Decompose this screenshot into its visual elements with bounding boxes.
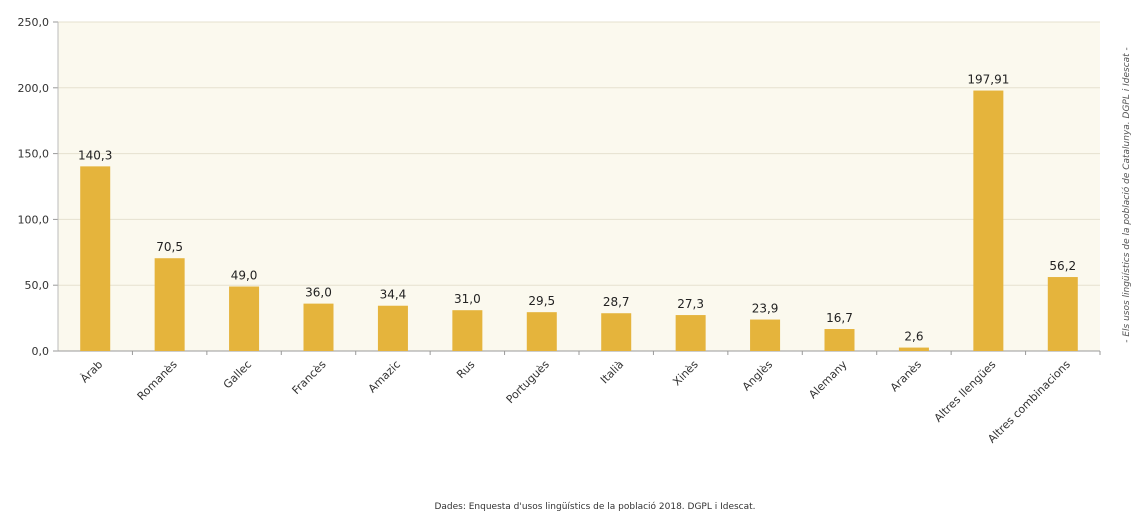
- data-label: 2,6: [904, 330, 923, 344]
- category-label: Xinès: [670, 358, 701, 389]
- y-tick-label: 250,0: [18, 16, 50, 29]
- bar: [973, 90, 1004, 351]
- data-label: 16,7: [826, 311, 853, 325]
- plot-background: [58, 22, 1100, 351]
- bar: [80, 166, 111, 351]
- bar: [377, 305, 408, 351]
- category-label: Francès: [290, 358, 329, 397]
- y-tick-label: 150,0: [18, 148, 50, 161]
- bar: [898, 347, 929, 351]
- bar: [303, 303, 334, 351]
- data-label: 197,91: [967, 73, 1009, 87]
- data-label: 27,3: [677, 297, 704, 311]
- side-note: - Els usos lingüístics de la població de…: [1121, 47, 1132, 343]
- category-label: Gallec: [221, 358, 254, 391]
- bar: [452, 310, 483, 351]
- data-label: 36,0: [305, 286, 332, 300]
- category-label: Rus: [454, 358, 477, 381]
- gridlines: [58, 21, 1100, 351]
- bar: [229, 286, 260, 351]
- category-label: Àrab: [78, 358, 105, 385]
- category-labels: Àrab Romanès Gallec Francès Amazic Rus Portugu…: [78, 351, 1101, 446]
- bar: [750, 319, 781, 351]
- category-label: Amazic: [366, 358, 403, 395]
- data-label: 23,9: [752, 302, 779, 316]
- bar: [1047, 277, 1078, 351]
- y-axis-ticks: 0,0 50,0 100,0 150,0 200,0 250,0: [18, 16, 59, 358]
- y-tick-label: 100,0: [18, 213, 50, 226]
- data-label: 140,3: [78, 148, 112, 162]
- category-label: Alemany: [806, 358, 850, 402]
- bar: [824, 329, 855, 351]
- bars: [80, 90, 1078, 351]
- category-label: Anglès: [740, 358, 776, 394]
- data-labels: 140,3 70,5 49,0 36,0 34,4 31,0 29,5 28,7 27,3 23,…: [78, 73, 1076, 344]
- category-label: Altres combinacions: [985, 358, 1073, 446]
- bar: [154, 258, 185, 351]
- bar: [675, 315, 706, 351]
- category-label: Italià: [598, 358, 626, 386]
- bar: [601, 313, 632, 351]
- source-note: Dades: Enquesta d'usos lingüístics de la…: [434, 501, 755, 512]
- category-label: Romanès: [135, 358, 180, 403]
- bar: [526, 312, 557, 351]
- data-label: 29,5: [528, 294, 555, 308]
- data-label: 70,5: [156, 240, 183, 254]
- data-label: 56,2: [1049, 259, 1076, 273]
- category-label: Portuguès: [504, 358, 552, 406]
- y-tick-label: 200,0: [18, 82, 50, 95]
- category-label: Altres llengües: [932, 358, 999, 425]
- data-label: 31,0: [454, 292, 481, 306]
- data-label: 28,7: [603, 295, 630, 309]
- y-tick-label: 0,0: [32, 345, 50, 358]
- data-label: 49,0: [231, 269, 258, 283]
- data-label: 34,4: [380, 288, 407, 302]
- category-label: Aranès: [888, 358, 924, 394]
- y-tick-label: 50,0: [25, 279, 50, 292]
